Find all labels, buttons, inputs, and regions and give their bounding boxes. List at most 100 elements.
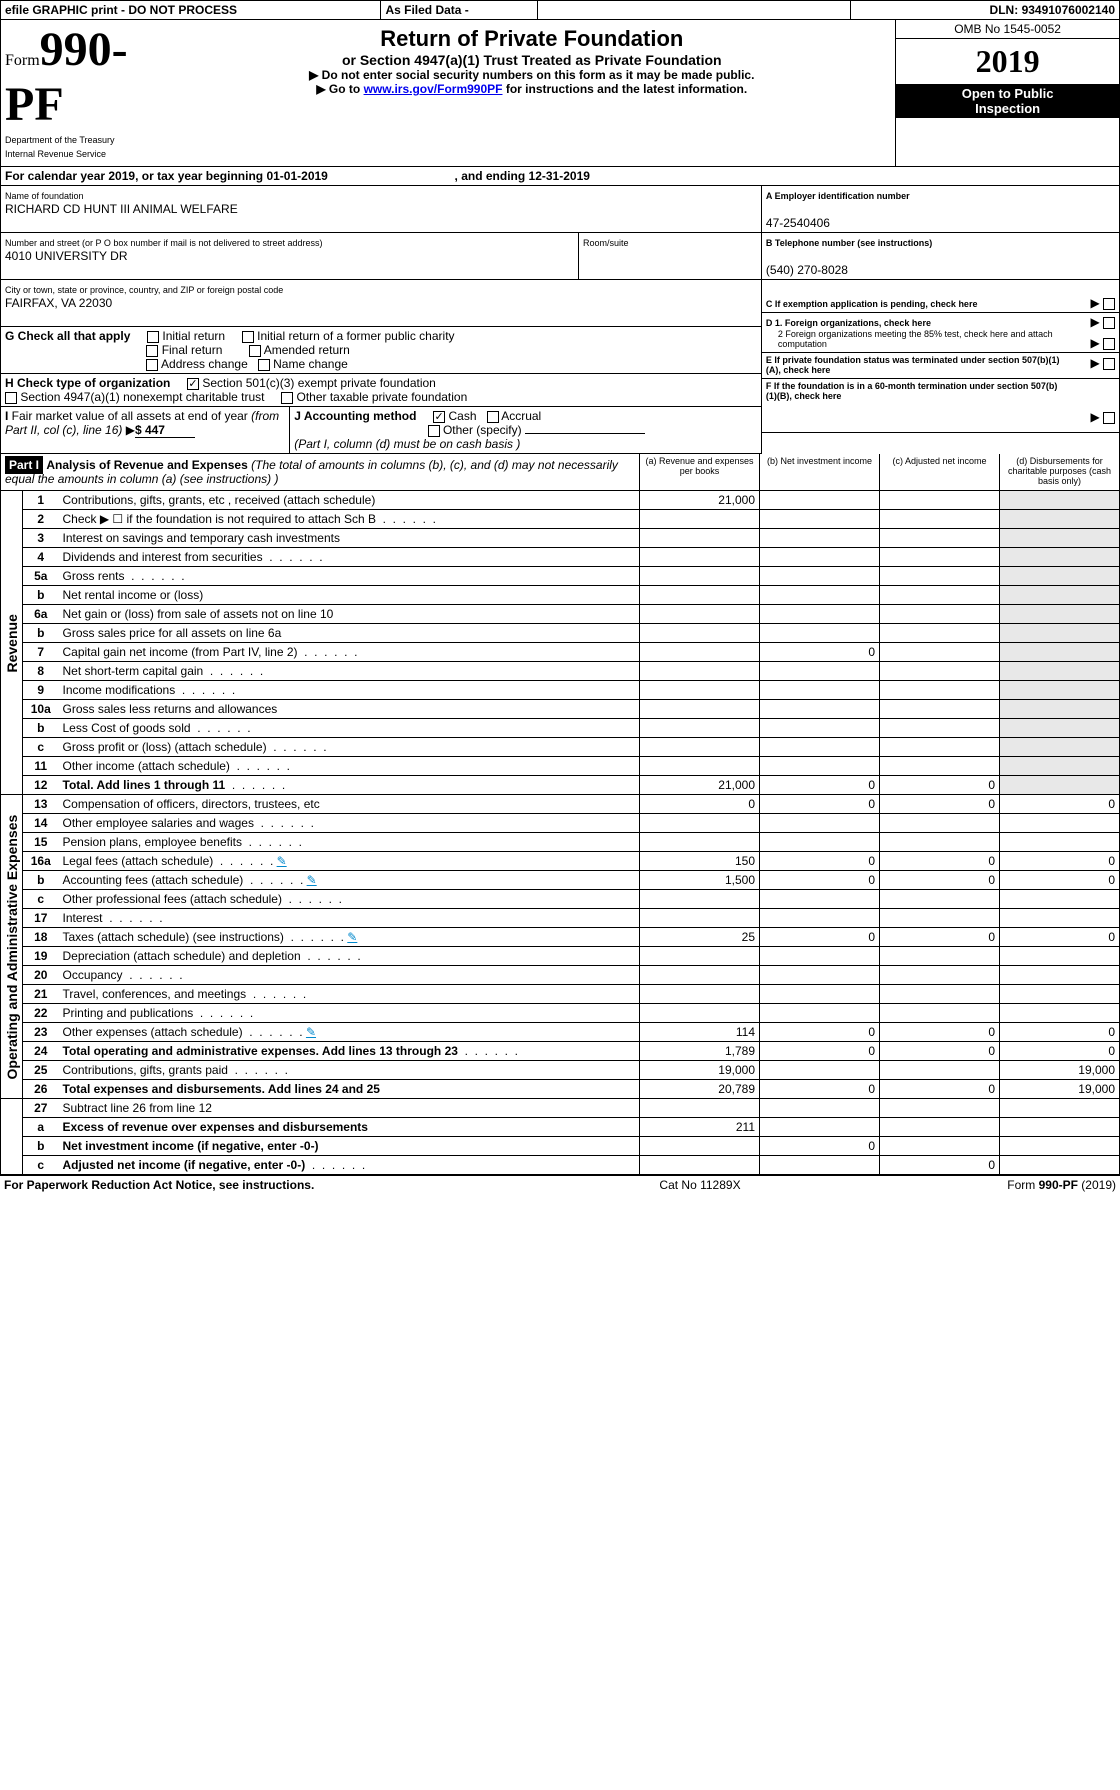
final-return-checkbox[interactable] <box>146 345 158 357</box>
501c3-checkbox[interactable]: ✓ <box>187 378 199 390</box>
row-label: Contributions, gifts, grants paid . . . … <box>59 1061 640 1080</box>
table-cell <box>760 909 880 928</box>
d2-checkbox[interactable] <box>1103 338 1115 350</box>
name-change-checkbox[interactable] <box>258 359 270 371</box>
table-cell <box>880 890 1000 909</box>
cash-checkbox[interactable]: ✓ <box>433 411 445 423</box>
row-num: b <box>23 1137 59 1156</box>
attach-link[interactable]: ✎ <box>277 854 287 868</box>
4947a1-checkbox[interactable] <box>5 392 17 404</box>
table-cell: 0 <box>1000 1023 1120 1042</box>
table-cell <box>880 947 1000 966</box>
expense-table: Operating and Administrative Expenses 13… <box>0 795 1120 1099</box>
table-cell <box>760 586 880 605</box>
other-taxable-checkbox[interactable] <box>281 392 293 404</box>
table-cell <box>1000 757 1120 776</box>
initial-return-checkbox[interactable] <box>147 331 159 343</box>
table-cell <box>760 681 880 700</box>
table-cell <box>1000 605 1120 624</box>
row-num: c <box>23 890 59 909</box>
table-cell: 114 <box>640 1023 760 1042</box>
cat-no: Cat No 11289X <box>560 1176 840 1195</box>
table-cell: 25 <box>640 928 760 947</box>
attach-link[interactable]: ✎ <box>307 873 317 887</box>
row-num: 25 <box>23 1061 59 1080</box>
table-cell <box>880 1118 1000 1137</box>
table-cell <box>880 757 1000 776</box>
row-num: 27 <box>23 1099 59 1118</box>
table-cell: 19,000 <box>1000 1080 1120 1099</box>
table-row: 21 Travel, conferences, and meetings . .… <box>1 985 1120 1004</box>
table-cell <box>760 890 880 909</box>
row-num: 13 <box>23 795 59 814</box>
table-cell <box>1000 548 1120 567</box>
row-num: 7 <box>23 643 59 662</box>
attach-link[interactable]: ✎ <box>306 1025 316 1039</box>
table-cell <box>640 548 760 567</box>
ein-block: A Employer identification number 47-2540… <box>762 186 1119 233</box>
table-cell <box>760 491 880 510</box>
table-cell <box>760 1118 880 1137</box>
table-cell <box>880 1061 1000 1080</box>
table-cell <box>760 1061 880 1080</box>
table-cell: 0 <box>1000 795 1120 814</box>
table-cell <box>640 757 760 776</box>
row-num: 1 <box>23 491 59 510</box>
table-cell <box>1000 567 1120 586</box>
table-cell <box>640 909 760 928</box>
address-change-checkbox[interactable] <box>146 359 158 371</box>
table-cell <box>880 738 1000 757</box>
table-row: a Excess of revenue over expenses and di… <box>1 1118 1120 1137</box>
table-row: b Net investment income (if negative, en… <box>1 1137 1120 1156</box>
table-cell: 0 <box>760 871 880 890</box>
row-label: Net short-term capital gain . . . . . . <box>59 662 640 681</box>
table-row: 20 Occupancy . . . . . . <box>1 966 1120 985</box>
exemption-pending-checkbox[interactable] <box>1103 298 1115 310</box>
table-cell <box>760 738 880 757</box>
table-row: Operating and Administrative Expenses 13… <box>1 795 1120 814</box>
row-num: 22 <box>23 1004 59 1023</box>
attach-link[interactable]: ✎ <box>347 930 357 944</box>
amended-return-checkbox[interactable] <box>249 345 261 357</box>
row-label: Net rental income or (loss) <box>59 586 640 605</box>
table-cell: 19,000 <box>1000 1061 1120 1080</box>
table-cell <box>640 529 760 548</box>
table-row: 11 Other income (attach schedule) . . . … <box>1 757 1120 776</box>
col-d-header: (d) Disbursements for charitable purpose… <box>1000 454 1120 491</box>
irs-link[interactable]: www.irs.gov/Form990PF <box>364 82 503 96</box>
d1-checkbox[interactable] <box>1103 317 1115 329</box>
initial-former-checkbox[interactable] <box>242 331 254 343</box>
row-num: 2 <box>23 510 59 529</box>
section-sidebar: Revenue <box>1 491 23 795</box>
table-cell: 19,000 <box>640 1061 760 1080</box>
accrual-checkbox[interactable] <box>487 411 499 423</box>
table-cell <box>760 1099 880 1118</box>
table-cell: 0 <box>760 852 880 871</box>
row-label: Other employee salaries and wages . . . … <box>59 814 640 833</box>
table-cell: 211 <box>640 1118 760 1137</box>
table-cell <box>880 833 1000 852</box>
top-bar: efile GRAPHIC print - DO NOT PROCESS As … <box>0 0 1120 20</box>
table-cell <box>640 719 760 738</box>
page-title: Return of Private Foundation <box>168 26 895 52</box>
e-checkbox[interactable] <box>1103 358 1115 370</box>
part1-header: Part I Analysis of Revenue and Expenses … <box>0 454 1120 491</box>
table-row: 18 Taxes (attach schedule) (see instruct… <box>1 928 1120 947</box>
table-cell <box>1000 700 1120 719</box>
section-i: I Fair market value of all assets at end… <box>1 407 290 454</box>
table-cell <box>760 567 880 586</box>
other-method-checkbox[interactable] <box>428 425 440 437</box>
table-cell <box>880 662 1000 681</box>
f-checkbox[interactable] <box>1103 412 1115 424</box>
row-label: Gross sales less returns and allowances <box>59 700 640 719</box>
table-cell: 0 <box>1000 928 1120 947</box>
table-cell <box>640 1004 760 1023</box>
section-f: F If the foundation is in a 60-month ter… <box>762 379 1119 433</box>
table-cell <box>880 814 1000 833</box>
table-cell <box>760 1004 880 1023</box>
table-cell <box>1000 719 1120 738</box>
table-cell <box>640 833 760 852</box>
table-cell <box>1000 529 1120 548</box>
row-num: 18 <box>23 928 59 947</box>
table-row: Revenue 1 Contributions, gifts, grants, … <box>1 491 1120 510</box>
